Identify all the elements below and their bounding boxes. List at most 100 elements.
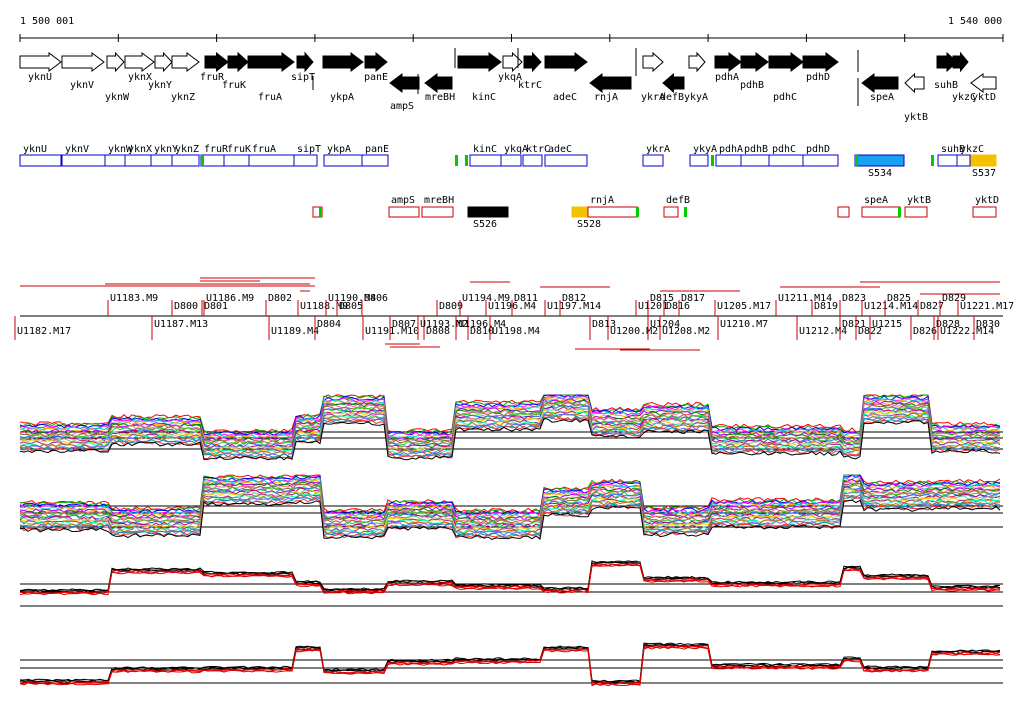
upper-box-yknX[interactable]: yknX xyxy=(124,144,152,167)
lower-box-rnjA[interactable]: rnjA xyxy=(587,195,638,218)
upper-box-ykpA[interactable]: ykpA xyxy=(323,144,363,167)
feature-U1198.M4[interactable]: U1198.M4 xyxy=(489,316,540,340)
gene-pdhC[interactable]: pdhC xyxy=(768,52,804,103)
upper-box-ktrC[interactable]: ktrC xyxy=(522,144,550,167)
feature-D813[interactable]: D813 xyxy=(589,316,616,340)
annotation-box[interactable] xyxy=(642,154,664,167)
gene-arrow[interactable] xyxy=(662,72,685,94)
feature-U1200.M2[interactable]: U1200.M2 xyxy=(607,316,658,340)
annotation-box[interactable] xyxy=(223,154,250,167)
gene-pdhB[interactable]: pdhB xyxy=(740,52,769,91)
feature-D804[interactable]: D804 xyxy=(314,316,341,340)
lower-box-defB[interactable]: defB xyxy=(663,195,690,218)
annotation-box[interactable] xyxy=(61,154,106,167)
gene-ykyA[interactable]: ykyA xyxy=(684,51,708,103)
feature-D817[interactable]: D817 xyxy=(678,293,705,316)
feature-D811[interactable]: D811 xyxy=(511,293,538,316)
upper-box-S534[interactable]: S534 xyxy=(854,154,905,179)
gene-ykpA[interactable]: ykpA xyxy=(322,52,364,103)
gene-mreBH[interactable]: mreBH xyxy=(424,73,455,103)
feature-U1186.M9[interactable]: U1186.M9 xyxy=(203,293,254,316)
annotation-box[interactable] xyxy=(571,206,589,218)
upper-box-ykzC[interactable]: ykzC xyxy=(956,144,984,167)
gene-arrow[interactable] xyxy=(688,51,706,73)
feature-U1211.M14[interactable]: U1211.M14 xyxy=(775,293,832,316)
annotation-box[interactable] xyxy=(663,206,679,218)
upper-box-ykrA[interactable]: ykrA xyxy=(642,144,670,167)
annotation-box[interactable] xyxy=(715,154,742,167)
gene-arrow[interactable] xyxy=(861,73,899,93)
feature-U1210.M7[interactable]: U1210.M7 xyxy=(717,316,768,340)
annotation-box[interactable] xyxy=(904,206,928,218)
upper-box-pdhD[interactable]: pdhD xyxy=(802,144,839,167)
feature-D825[interactable]: D825 xyxy=(884,293,911,316)
feature-D800[interactable]: D800 xyxy=(171,300,198,316)
annotation-box[interactable] xyxy=(861,206,901,218)
gene-pdhD[interactable]: pdhD xyxy=(802,52,839,83)
lower-box-speA[interactable]: speA xyxy=(861,195,901,218)
upper-box-ykqA[interactable]: ykqA xyxy=(500,144,528,167)
gene-arrow[interactable] xyxy=(124,52,155,72)
feature-U1214.M14[interactable]: U1214.M14 xyxy=(861,300,918,316)
annotation-box[interactable] xyxy=(544,154,588,167)
gene-arrow[interactable] xyxy=(768,52,804,72)
annotation-box[interactable] xyxy=(469,154,502,167)
lower-box-mreBH[interactable]: mreBH xyxy=(421,195,454,218)
annotation-box[interactable] xyxy=(467,206,509,218)
gene-yknW[interactable]: yknW xyxy=(105,51,130,103)
feature-D826[interactable]: D826 xyxy=(910,316,937,340)
feature-U1187.M13[interactable]: U1187.M13 xyxy=(151,316,208,340)
gene-fruA[interactable]: fruA xyxy=(247,52,295,103)
gene-arrow[interactable] xyxy=(171,52,200,72)
upper-box-sipT[interactable]: sipT xyxy=(293,144,321,167)
annotation-box[interactable] xyxy=(200,154,225,167)
annotation-box[interactable] xyxy=(293,154,318,167)
upper-box-kinC[interactable]: kinC xyxy=(469,144,502,167)
annotation-box[interactable] xyxy=(323,154,363,167)
annotation-box[interactable] xyxy=(802,154,839,167)
upper-box-yknU[interactable]: yknU xyxy=(19,144,62,167)
gene-ktrC[interactable]: ktrC xyxy=(518,51,542,91)
gene-defB[interactable]: defB xyxy=(660,72,685,103)
feature-D806[interactable]: D806 xyxy=(361,293,388,316)
annotation-box[interactable] xyxy=(937,154,958,167)
feature-D812[interactable]: D812 xyxy=(559,293,586,316)
feature-U1212.M4[interactable]: U1212.M4 xyxy=(796,316,847,340)
gene-arrow[interactable] xyxy=(61,52,105,72)
gene-arrow[interactable] xyxy=(19,52,62,72)
upper-box-ykyA[interactable]: ykyA xyxy=(689,144,717,167)
gene-adeC[interactable]: adeC xyxy=(544,52,588,103)
feature-D823[interactable]: D823 xyxy=(839,293,866,316)
gene-ykzC[interactable]: ykzC xyxy=(952,51,976,103)
feature-U1190.M4[interactable]: U1190.M4 xyxy=(325,293,376,316)
gene-arrow[interactable] xyxy=(642,51,664,73)
feature-D815[interactable]: D815 xyxy=(647,293,674,316)
feature-D801[interactable]: D801 xyxy=(201,300,228,316)
gene-arrow[interactable] xyxy=(296,51,314,73)
gene-yknX[interactable]: yknX xyxy=(124,52,155,83)
feature-D819[interactable]: D819 xyxy=(811,300,838,316)
gene-arrow[interactable] xyxy=(457,52,502,72)
gene-arrow[interactable] xyxy=(802,52,839,72)
annotation-box[interactable] xyxy=(150,154,173,167)
gene-arrow[interactable] xyxy=(106,51,125,73)
gene-fruR[interactable]: fruR xyxy=(200,51,229,83)
annotation-box[interactable] xyxy=(124,154,152,167)
annotation-box[interactable] xyxy=(522,154,543,167)
feature-D807[interactable]: D807 xyxy=(389,316,416,340)
gene-suhB[interactable]: suhB xyxy=(934,51,958,91)
annotation-box[interactable] xyxy=(970,154,997,167)
feature-U1189.M4[interactable]: U1189.M4 xyxy=(268,316,319,340)
feature-U1204[interactable]: U1204 xyxy=(647,316,680,340)
upper-box-fruA[interactable]: fruA xyxy=(248,144,295,167)
gene-panE[interactable]: panE xyxy=(364,51,388,83)
upper-box-pdhA[interactable]: pdhA xyxy=(715,144,743,167)
gene-sipT[interactable]: sipT xyxy=(291,51,315,83)
feature-U1197.M14[interactable]: U1197.M14 xyxy=(544,300,601,316)
annotation-box[interactable] xyxy=(248,154,295,167)
annotation-box[interactable] xyxy=(388,206,420,218)
gene-arrow[interactable] xyxy=(502,51,523,73)
feature-U1191.M10[interactable]: U1191.M10 xyxy=(362,316,419,340)
annotation-box[interactable] xyxy=(421,206,454,218)
annotation-box[interactable] xyxy=(972,206,997,218)
